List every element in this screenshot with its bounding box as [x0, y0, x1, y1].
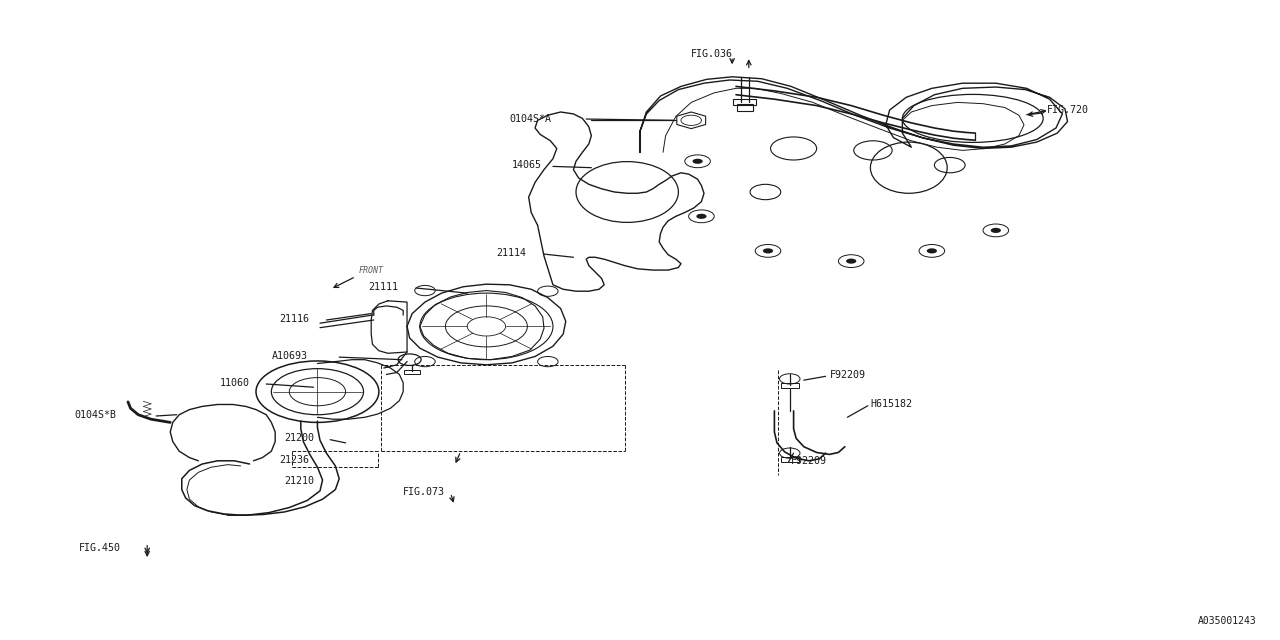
Bar	[781, 457, 799, 462]
Text: A035001243: A035001243	[1198, 616, 1257, 626]
Bar	[781, 383, 799, 388]
Bar	[737, 104, 753, 111]
Bar	[404, 370, 420, 374]
Text: 21111: 21111	[369, 282, 398, 292]
Circle shape	[846, 259, 856, 264]
Text: FIG.073: FIG.073	[403, 486, 445, 497]
Circle shape	[927, 248, 937, 253]
Circle shape	[692, 159, 703, 164]
Text: 14065: 14065	[512, 160, 541, 170]
Text: F92209: F92209	[791, 456, 827, 466]
Text: FIG.450: FIG.450	[79, 543, 122, 554]
Text: 21114: 21114	[497, 248, 526, 258]
Text: 0104S*A: 0104S*A	[509, 114, 552, 124]
Circle shape	[991, 228, 1001, 233]
Text: 21200: 21200	[284, 433, 314, 444]
Text: 21236: 21236	[279, 454, 308, 465]
Text: A10693: A10693	[271, 351, 307, 361]
Text: F92209: F92209	[829, 370, 865, 380]
Text: 11060: 11060	[220, 378, 250, 388]
Text: 0104S*B: 0104S*B	[74, 410, 116, 420]
Text: 21116: 21116	[279, 314, 308, 324]
Circle shape	[696, 214, 707, 219]
Text: FIG.036: FIG.036	[691, 49, 733, 59]
Text: FIG.720: FIG.720	[1047, 105, 1089, 115]
Circle shape	[763, 248, 773, 253]
Text: H615182: H615182	[870, 399, 913, 410]
Text: 21210: 21210	[284, 476, 314, 486]
Bar	[733, 99, 756, 105]
Text: FRONT: FRONT	[358, 266, 384, 275]
